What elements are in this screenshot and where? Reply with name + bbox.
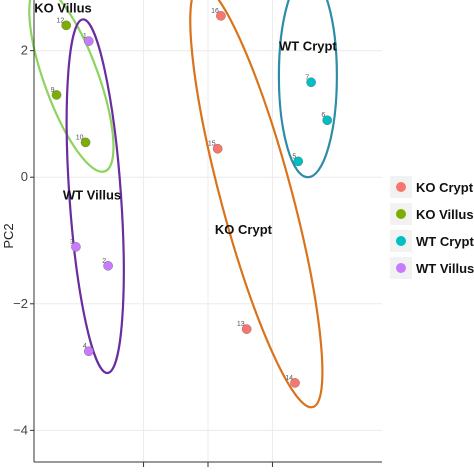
- point-label: 10: [76, 134, 84, 141]
- point-label: 13: [237, 321, 245, 328]
- group-label: WT Crypt: [279, 39, 337, 54]
- group-ellipse-wt-villus: [65, 18, 125, 375]
- y-tick-label: −2: [13, 296, 28, 311]
- data-point: [103, 261, 113, 271]
- legend-key-wt-villus: [396, 263, 406, 273]
- data-point: [293, 156, 304, 167]
- group-ellipse-ko-villus: [28, 0, 115, 173]
- data-point: [241, 324, 252, 334]
- group-ellipses: [28, 0, 338, 409]
- legend-key-ko-villus: [396, 209, 406, 219]
- group-ellipse-ko-crypt: [189, 0, 324, 409]
- grid-lines: [34, 0, 382, 462]
- y-tick-label: −4: [13, 422, 28, 437]
- y-tick-label: 2: [21, 43, 28, 58]
- point-label: 14: [285, 375, 293, 382]
- data-point: [83, 346, 94, 357]
- data-point: [71, 242, 81, 252]
- data-point: [212, 143, 223, 154]
- group-label: KO Crypt: [215, 222, 273, 237]
- point-label: 15: [208, 141, 216, 148]
- point-label: 5: [292, 153, 296, 160]
- data-point: [80, 137, 91, 148]
- point-label: 12: [56, 17, 64, 24]
- legend-key-wt-crypt: [396, 236, 406, 246]
- group-ellipse-wt-crypt: [277, 0, 338, 179]
- legend: KO Crypt KO Villus WT Crypt WT Villus: [386, 168, 474, 280]
- y-tick-label: 0: [21, 169, 28, 184]
- data-point: [61, 20, 72, 31]
- point-label: 1: [83, 33, 87, 40]
- data-point: [290, 378, 300, 388]
- data-point: [83, 36, 94, 46]
- data-point: [322, 115, 333, 126]
- point-label: 2: [102, 258, 106, 265]
- point-label: 6: [321, 112, 325, 119]
- group-label: KO Villus: [34, 1, 92, 16]
- y-axis-title: PC2: [1, 223, 16, 248]
- point-label: 3: [70, 239, 74, 246]
- legend-label: WT Crypt: [416, 234, 474, 249]
- data-point: [216, 11, 226, 21]
- legend-label: KO Crypt: [416, 180, 474, 195]
- data-point: [51, 90, 62, 100]
- axes: 2 0 −2 −4: [13, 0, 382, 467]
- point-label: 7: [305, 74, 309, 81]
- data-point: [306, 77, 316, 88]
- group-label: WT Villus: [63, 187, 121, 202]
- legend-key-ko-crypt: [396, 182, 406, 192]
- point-label: 4: [83, 343, 87, 350]
- point-label: 9: [51, 87, 55, 94]
- legend-label: WT Villus: [416, 261, 474, 276]
- legend-label: KO Villus: [416, 207, 474, 222]
- group-labels: KO Villus WT Villus KO Crypt WT Crypt: [34, 1, 337, 238]
- point-label: 16: [211, 8, 219, 15]
